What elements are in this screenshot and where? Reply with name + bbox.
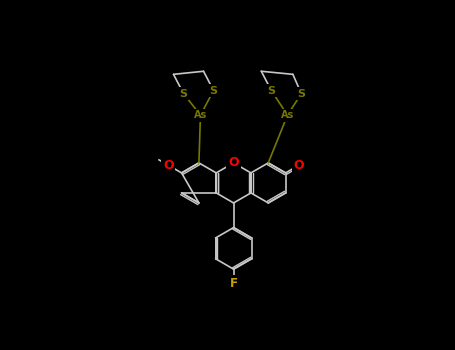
Text: S: S — [267, 85, 275, 96]
Text: As: As — [194, 110, 207, 120]
Text: O: O — [293, 159, 304, 172]
Text: O: O — [163, 159, 173, 172]
Text: S: S — [297, 89, 305, 99]
Text: F: F — [230, 276, 238, 289]
Text: S: S — [210, 85, 217, 96]
Text: As: As — [281, 110, 294, 120]
Text: O: O — [228, 156, 239, 169]
Text: S: S — [180, 89, 187, 99]
